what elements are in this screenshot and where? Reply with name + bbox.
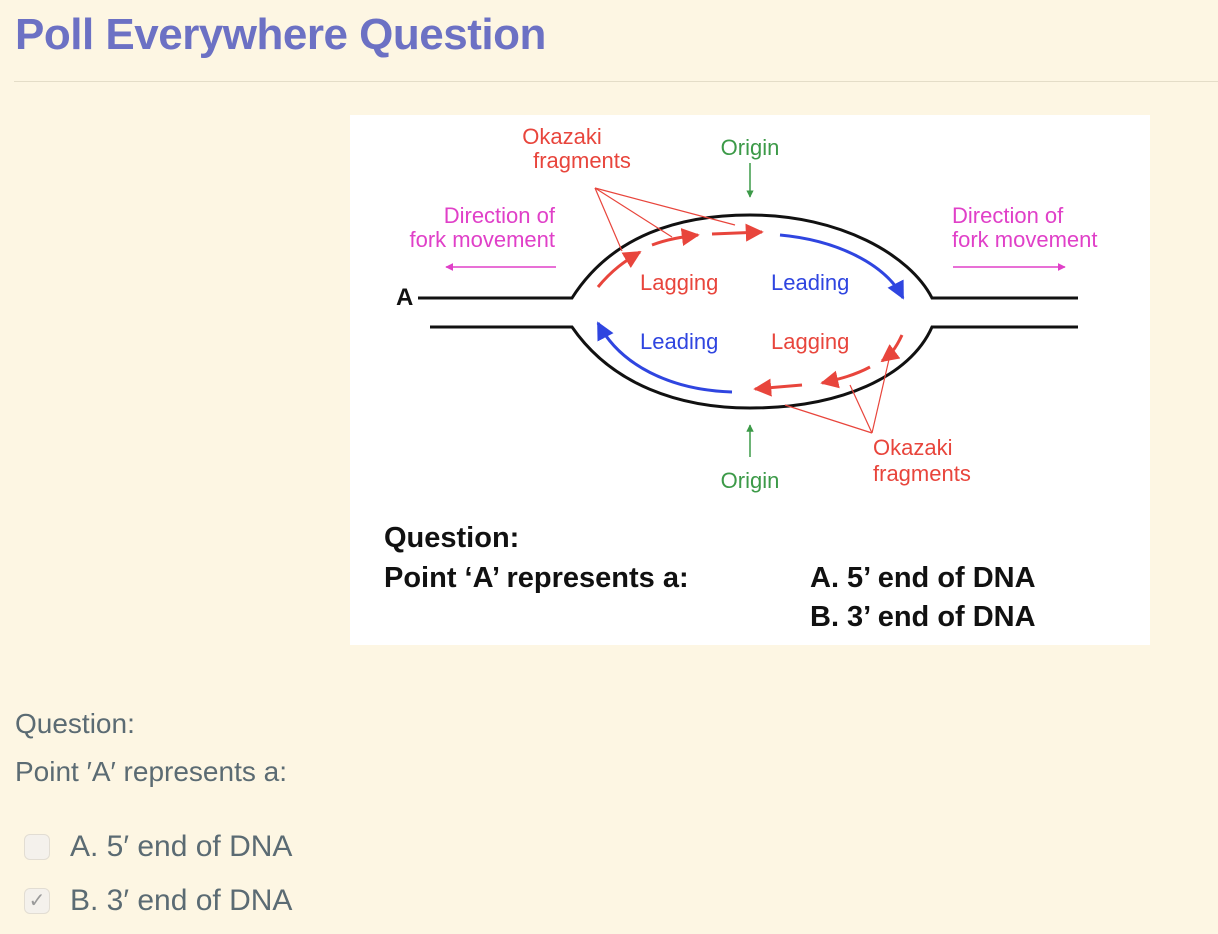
okazaki-fragment <box>711 223 764 242</box>
point-a-label: A <box>396 284 413 311</box>
figure-option-b: B. 3’ end of DNA <box>810 601 1036 633</box>
leading-bottom-label: Leading <box>640 329 718 354</box>
origin-bottom-label: Origin <box>721 468 780 493</box>
okazaki-fragment <box>651 228 700 247</box>
okazaki-fragments-bottom <box>753 334 904 397</box>
lagging-top-label: Lagging <box>640 270 718 295</box>
question-text: Question: Point ′A′ represents a: <box>15 700 287 796</box>
okazaki-top-label-2: fragments <box>533 148 631 173</box>
option-a[interactable]: A. 5′ end of DNA <box>24 820 292 874</box>
option-b-label: B. 3′ end of DNA <box>70 884 293 917</box>
direction-right-label-2: fork movement <box>952 227 1098 252</box>
option-a-checkbox[interactable] <box>24 834 50 860</box>
direction-left-label-1: Direction of <box>444 203 556 228</box>
checkmark-icon: ✓ <box>28 890 46 912</box>
option-a-label: A. 5′ end of DNA <box>70 830 293 863</box>
okazaki-pointer-lines <box>594 187 891 434</box>
okazaki-fragment <box>753 378 803 397</box>
question-figure: Okazaki fragments Origin Direction of fo… <box>350 115 1150 645</box>
replication-fork-diagram: Okazaki fragments Origin Direction of fo… <box>384 124 1098 633</box>
leading-strand-top <box>779 233 905 300</box>
figure-question-heading: Question: <box>384 522 519 554</box>
dna-strands <box>418 213 1078 410</box>
okazaki-fragments-top <box>596 223 764 288</box>
okazaki-bottom-label-2: fragments <box>873 461 971 486</box>
direction-right-label-1: Direction of <box>952 203 1064 228</box>
title-divider <box>14 81 1218 82</box>
option-b[interactable]: ✓ B. 3′ end of DNA <box>24 874 292 928</box>
direction-left-label-2: fork movement <box>410 227 556 252</box>
option-b-checkbox[interactable]: ✓ <box>24 888 50 914</box>
answer-options: A. 5′ end of DNA ✓ B. 3′ end of DNA <box>24 820 292 928</box>
okazaki-fragment <box>820 365 871 389</box>
okazaki-bottom-label-1: Okazaki <box>873 435 952 460</box>
question-heading: Question: <box>15 708 135 739</box>
figure-question-line: Point ‘A’ represents a: <box>384 562 689 594</box>
okazaki-fragment <box>596 250 642 288</box>
page-title: Poll Everywhere Question <box>15 10 546 59</box>
leading-top-label: Leading <box>771 270 849 295</box>
leading-strand-bottom <box>596 321 733 394</box>
lagging-bottom-label: Lagging <box>771 329 849 354</box>
dna-bottom-strand <box>430 325 1078 410</box>
okazaki-top-label-1: Okazaki <box>522 124 601 149</box>
origin-top-label: Origin <box>721 135 780 160</box>
question-prompt: Point ′A′ represents a: <box>15 756 287 787</box>
okazaki-fragment <box>880 334 904 363</box>
figure-option-a: A. 5’ end of DNA <box>810 562 1036 594</box>
dna-top-strand <box>418 213 1078 300</box>
